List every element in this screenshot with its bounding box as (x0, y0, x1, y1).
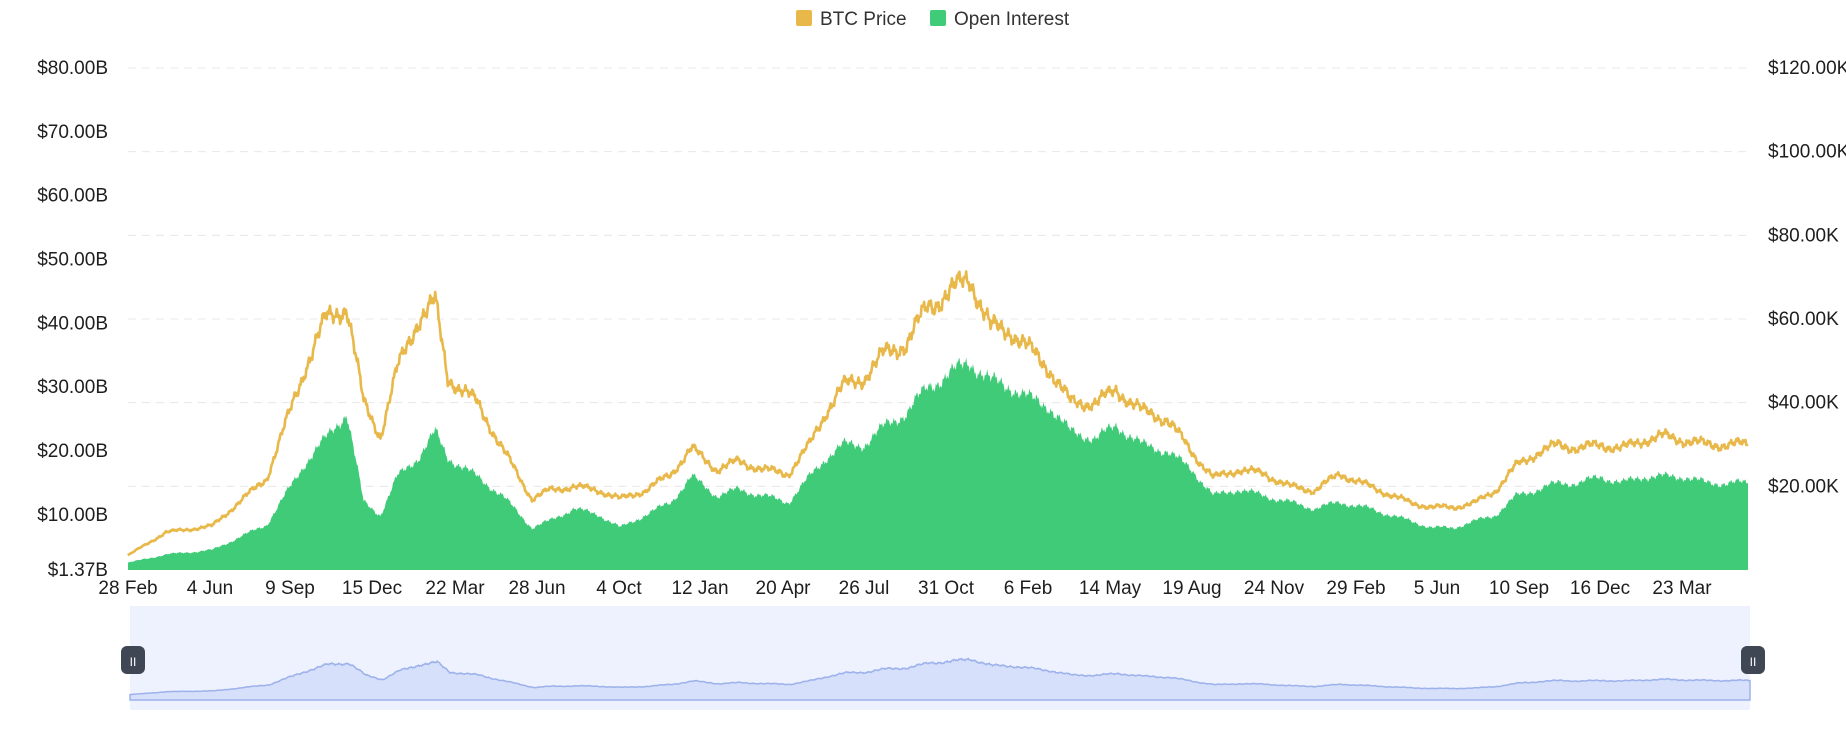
legend-label-btc-price[interactable]: BTC Price (820, 9, 907, 30)
left-handle-body[interactable] (121, 646, 145, 674)
x-tick-label: 15 Dec (342, 578, 402, 599)
y-right-tick-label: $40.00K (1768, 393, 1839, 414)
x-tick-label: 29 Feb (1326, 578, 1385, 599)
x-tick-label: 22 Mar (425, 578, 485, 599)
x-tick-label: 9 Sep (265, 578, 315, 599)
navigator-left-handle[interactable]: II (121, 646, 145, 674)
legend: BTC Price Open Interest (796, 9, 1070, 30)
x-tick-label: 26 Jul (839, 578, 890, 599)
right-handle-grip-icon: II (1750, 655, 1757, 669)
x-tick-label: 28 Feb (98, 578, 157, 599)
x-tick-label: 16 Dec (1570, 578, 1630, 599)
x-tick-label: 6 Feb (1004, 578, 1053, 599)
legend-swatch-btc-price (796, 10, 812, 26)
y-left-tick-label: $10.00B (37, 505, 108, 526)
y-left-tick-label: $80.00B (37, 58, 108, 79)
y-right-tick-label: $20.00K (1768, 476, 1839, 497)
x-tick-label: 12 Jan (671, 578, 728, 599)
gridlines (128, 67, 1748, 487)
x-tick-label: 31 Oct (918, 578, 975, 599)
x-tick-label: 14 May (1079, 578, 1142, 599)
series-open-interest (128, 357, 1748, 570)
y-left-tick-label: $40.00B (37, 313, 108, 334)
left-handle-grip-icon: II (130, 655, 137, 669)
x-tick-label: 23 Mar (1652, 578, 1712, 599)
y-right-tick-label: $100.00K (1768, 142, 1846, 163)
y-left-tick-label: $50.00B (37, 250, 108, 271)
y-right-tick-label: $80.00K (1768, 225, 1839, 246)
x-tick-label: 5 Jun (1414, 578, 1460, 599)
x-tick-label: 28 Jun (508, 578, 565, 599)
navigator-area (129, 657, 1751, 701)
x-tick-label: 10 Sep (1489, 578, 1549, 599)
y-right-tick-label: $120.00K (1768, 58, 1846, 79)
y-right-tick-label: $60.00K (1768, 309, 1839, 330)
legend-swatch-open-interest (930, 10, 946, 26)
x-tick-label: 4 Jun (187, 578, 233, 599)
series-btc-price (127, 270, 1749, 557)
x-tick-label: 4 Oct (596, 578, 642, 599)
open-interest-area (128, 357, 1748, 570)
x-tick-label: 19 Aug (1162, 578, 1221, 599)
btc-price-line (127, 270, 1749, 557)
y-axis-left: $1.37B $10.00B $20.00B $30.00B $40.00B $50.00… (37, 58, 108, 581)
x-tick-label: 20 Apr (756, 578, 812, 599)
legend-label-open-interest[interactable]: Open Interest (954, 9, 1070, 30)
x-tick-label: 24 Nov (1244, 578, 1305, 599)
y-left-tick-label: $60.00B (37, 186, 108, 207)
navigator[interactable]: II II (121, 606, 1765, 710)
y-left-tick-label: $30.00B (37, 377, 108, 398)
y-left-tick-label: $70.00B (37, 122, 108, 143)
y-left-tick-label: $1.37B (48, 560, 108, 581)
x-axis: 28 Feb 4 Jun 9 Sep 15 Dec 22 Mar 28 Jun 4 Oct 1… (98, 578, 1712, 599)
right-handle-body[interactable] (1741, 646, 1765, 674)
y-left-tick-label: $20.00B (37, 441, 108, 462)
navigator-right-handle[interactable]: II (1741, 646, 1765, 674)
y-axis-right: $20.00K $40.00K $60.00K $80.00K $100.00K $120… (1768, 58, 1846, 497)
